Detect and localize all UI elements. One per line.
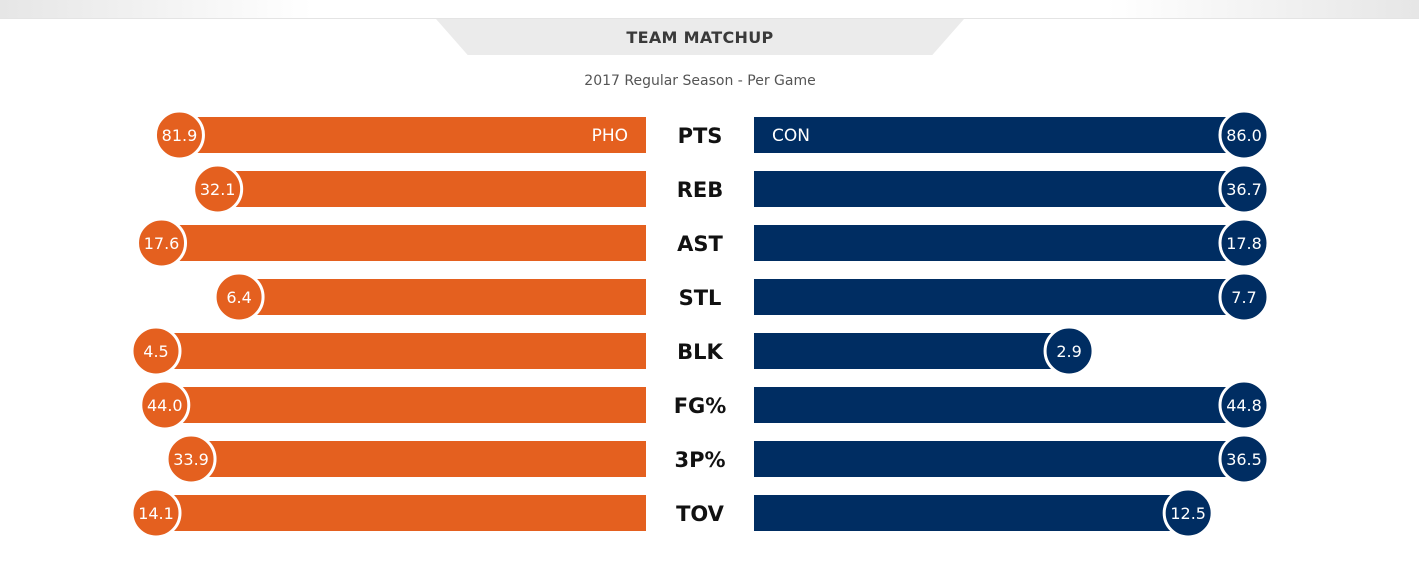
value-label-right-fg-pct: 44.8: [1226, 396, 1262, 415]
category-label-pts: PTS: [678, 124, 723, 148]
value-label-right-blk: 2.9: [1056, 342, 1081, 361]
team-name-right: CON: [772, 126, 810, 146]
category-label-blk: BLK: [677, 340, 723, 364]
value-label-left-ast: 17.6: [144, 234, 180, 253]
bar-right-3p-pct: [754, 441, 1246, 477]
bar-right-tov: [754, 495, 1191, 531]
category-label-ast: AST: [677, 232, 723, 256]
value-label-left-stl: 6.4: [226, 288, 251, 307]
value-label-right-ast: 17.8: [1226, 234, 1262, 253]
value-circle-right-pts: [1218, 109, 1270, 161]
team-name-left: PHO: [592, 126, 628, 146]
value-label-left-fg-pct: 44.0: [147, 396, 183, 415]
value-circle-left-tov: [130, 487, 182, 539]
value-circle-right-3p-pct: [1218, 433, 1270, 485]
value-circle-right-stl: [1218, 271, 1270, 323]
value-circle-right-tov: [1162, 487, 1214, 539]
value-circle-left-ast: [136, 217, 188, 269]
value-circle-left-pts: [153, 109, 205, 161]
value-label-right-reb: 36.7: [1226, 180, 1262, 199]
value-circle-left-fg-pct: [139, 379, 191, 431]
category-label-3p-pct: 3P%: [674, 448, 725, 472]
value-label-left-pts: 81.9: [162, 126, 198, 145]
bar-right-reb: [754, 171, 1246, 207]
bar-right-blk: [754, 333, 1072, 369]
value-label-right-stl: 7.7: [1231, 288, 1256, 307]
category-label-stl: STL: [679, 286, 722, 310]
top-strip: [0, 0, 1419, 19]
bar-right-fg-pct: [754, 387, 1246, 423]
category-label-reb: REB: [677, 178, 724, 202]
value-label-left-3p-pct: 33.9: [173, 450, 209, 469]
value-circle-left-blk: [130, 325, 182, 377]
value-circle-right-reb: [1218, 163, 1270, 215]
value-label-left-blk: 4.5: [143, 342, 168, 361]
value-circle-left-3p-pct: [165, 433, 217, 485]
value-circle-right-blk: [1043, 325, 1095, 377]
value-circle-left-stl: [213, 271, 265, 323]
bar-right-pts: [754, 117, 1246, 153]
bar-left-3p-pct: [189, 441, 646, 477]
chart-subtitle: 2017 Regular Season - Per Game: [584, 73, 816, 89]
bar-left-pts: [177, 117, 646, 153]
bar-left-tov: [154, 495, 646, 531]
bar-left-reb: [215, 171, 646, 207]
bar-left-ast: [159, 225, 647, 261]
value-label-right-3p-pct: 36.5: [1226, 450, 1262, 469]
bar-left-stl: [237, 279, 646, 315]
bar-right-stl: [754, 279, 1246, 315]
bar-left-blk: [154, 333, 646, 369]
value-circle-right-fg-pct: [1218, 379, 1270, 431]
category-label-fg-pct: FG%: [674, 394, 727, 418]
value-label-left-tov: 14.1: [138, 504, 174, 523]
value-label-right-pts: 86.0: [1226, 126, 1262, 145]
value-label-right-tov: 12.5: [1170, 504, 1206, 523]
chart-title: TEAM MATCHUP: [626, 27, 774, 47]
bar-right-ast: [754, 225, 1246, 261]
value-circle-right-ast: [1218, 217, 1270, 269]
category-label-tov: TOV: [676, 502, 725, 526]
bar-left-fg-pct: [162, 387, 647, 423]
value-circle-left-reb: [192, 163, 244, 215]
title-tab: TEAM MATCHUP: [436, 19, 964, 55]
value-label-left-reb: 32.1: [200, 180, 236, 199]
